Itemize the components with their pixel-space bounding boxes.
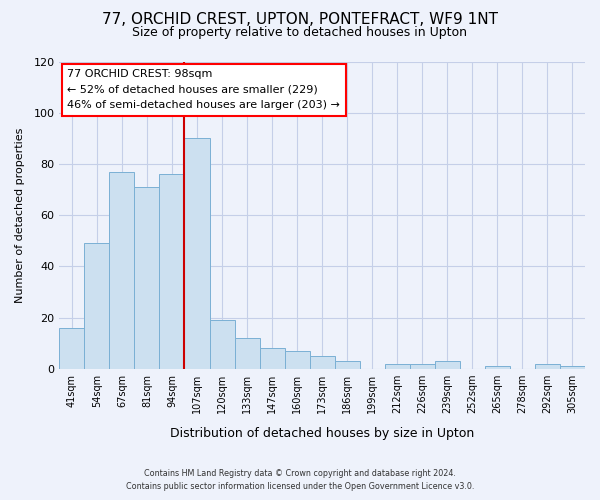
- Bar: [160, 174, 184, 369]
- Bar: [85, 244, 109, 369]
- Bar: [209, 320, 235, 369]
- Bar: [109, 172, 134, 369]
- Bar: [235, 338, 260, 369]
- Bar: [560, 366, 585, 369]
- Bar: [335, 361, 360, 369]
- Y-axis label: Number of detached properties: Number of detached properties: [15, 128, 25, 303]
- Bar: [260, 348, 284, 369]
- Text: Contains HM Land Registry data © Crown copyright and database right 2024.
Contai: Contains HM Land Registry data © Crown c…: [126, 470, 474, 491]
- Text: 77 ORCHID CREST: 98sqm
← 52% of detached houses are smaller (229)
46% of semi-de: 77 ORCHID CREST: 98sqm ← 52% of detached…: [67, 69, 340, 110]
- Bar: [59, 328, 85, 369]
- Bar: [284, 351, 310, 369]
- X-axis label: Distribution of detached houses by size in Upton: Distribution of detached houses by size …: [170, 427, 474, 440]
- Bar: [535, 364, 560, 369]
- Bar: [310, 356, 335, 369]
- Bar: [410, 364, 435, 369]
- Bar: [134, 187, 160, 369]
- Text: 77, ORCHID CREST, UPTON, PONTEFRACT, WF9 1NT: 77, ORCHID CREST, UPTON, PONTEFRACT, WF9…: [102, 12, 498, 28]
- Bar: [184, 138, 209, 369]
- Bar: [435, 361, 460, 369]
- Bar: [385, 364, 410, 369]
- Bar: [485, 366, 510, 369]
- Text: Size of property relative to detached houses in Upton: Size of property relative to detached ho…: [133, 26, 467, 39]
